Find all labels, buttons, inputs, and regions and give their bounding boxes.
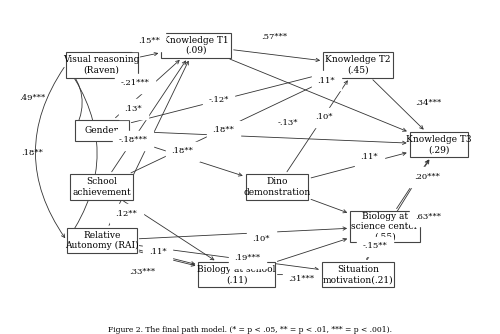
FancyBboxPatch shape	[74, 120, 128, 141]
Text: .10*: .10*	[252, 235, 270, 243]
Text: .18**: .18**	[212, 126, 234, 134]
Text: .19***: .19***	[234, 254, 261, 262]
Text: .15**: .15**	[138, 37, 160, 45]
Text: .34***: .34***	[416, 99, 442, 107]
Text: Knowledge T3
(.29): Knowledge T3 (.29)	[406, 135, 471, 154]
Text: .63***: .63***	[416, 212, 442, 220]
FancyBboxPatch shape	[66, 52, 138, 78]
FancyBboxPatch shape	[410, 132, 468, 157]
Text: Dino
demonstration: Dino demonstration	[244, 177, 310, 196]
Text: Situation
motivation(.21): Situation motivation(.21)	[322, 265, 393, 284]
Text: .31***: .31***	[288, 276, 315, 284]
Text: .49***: .49***	[19, 94, 45, 102]
FancyBboxPatch shape	[67, 228, 136, 254]
Text: -.12*: -.12*	[208, 97, 229, 105]
Text: Relative
Autonomy (RAI): Relative Autonomy (RAI)	[65, 231, 138, 250]
Text: .12**: .12**	[116, 210, 138, 218]
Text: .57***: .57***	[262, 33, 288, 41]
Text: School
achievement: School achievement	[72, 177, 131, 196]
Text: -.18***: -.18***	[118, 136, 148, 144]
Text: .11*: .11*	[360, 153, 378, 161]
Text: -.13*: -.13*	[278, 119, 298, 127]
FancyBboxPatch shape	[198, 262, 274, 287]
Text: Visual reasoning
(Raven): Visual reasoning (Raven)	[64, 55, 140, 75]
Text: Biology at
science center
(.55): Biology at science center (.55)	[352, 211, 418, 241]
Text: .33***: .33***	[129, 268, 155, 276]
Text: .11*: .11*	[318, 76, 335, 85]
Text: .18**: .18**	[21, 149, 43, 157]
Text: .18**: .18**	[172, 147, 194, 155]
Text: .20***: .20***	[414, 173, 440, 181]
Text: -.21***: -.21***	[121, 79, 150, 88]
Text: .10*: .10*	[316, 114, 333, 122]
Text: Gender: Gender	[84, 126, 118, 135]
Text: -.15**: -.15**	[362, 242, 388, 250]
Text: .13*: .13*	[124, 105, 142, 113]
FancyBboxPatch shape	[322, 262, 394, 287]
Text: Figure 2. The final path model. (* = p < .05, ** = p < .01, *** = p < .001).: Figure 2. The final path model. (* = p <…	[108, 326, 392, 334]
FancyBboxPatch shape	[350, 211, 420, 242]
FancyBboxPatch shape	[246, 174, 308, 200]
FancyBboxPatch shape	[70, 174, 133, 200]
Text: Knowledge T1
(.09): Knowledge T1 (.09)	[163, 35, 229, 55]
Text: Knowledge T2
(.45): Knowledge T2 (.45)	[325, 55, 390, 75]
FancyBboxPatch shape	[161, 32, 231, 58]
Text: .11*: .11*	[149, 248, 166, 256]
FancyBboxPatch shape	[323, 52, 392, 78]
Text: Biology at school
(.11): Biology at school (.11)	[198, 265, 276, 284]
